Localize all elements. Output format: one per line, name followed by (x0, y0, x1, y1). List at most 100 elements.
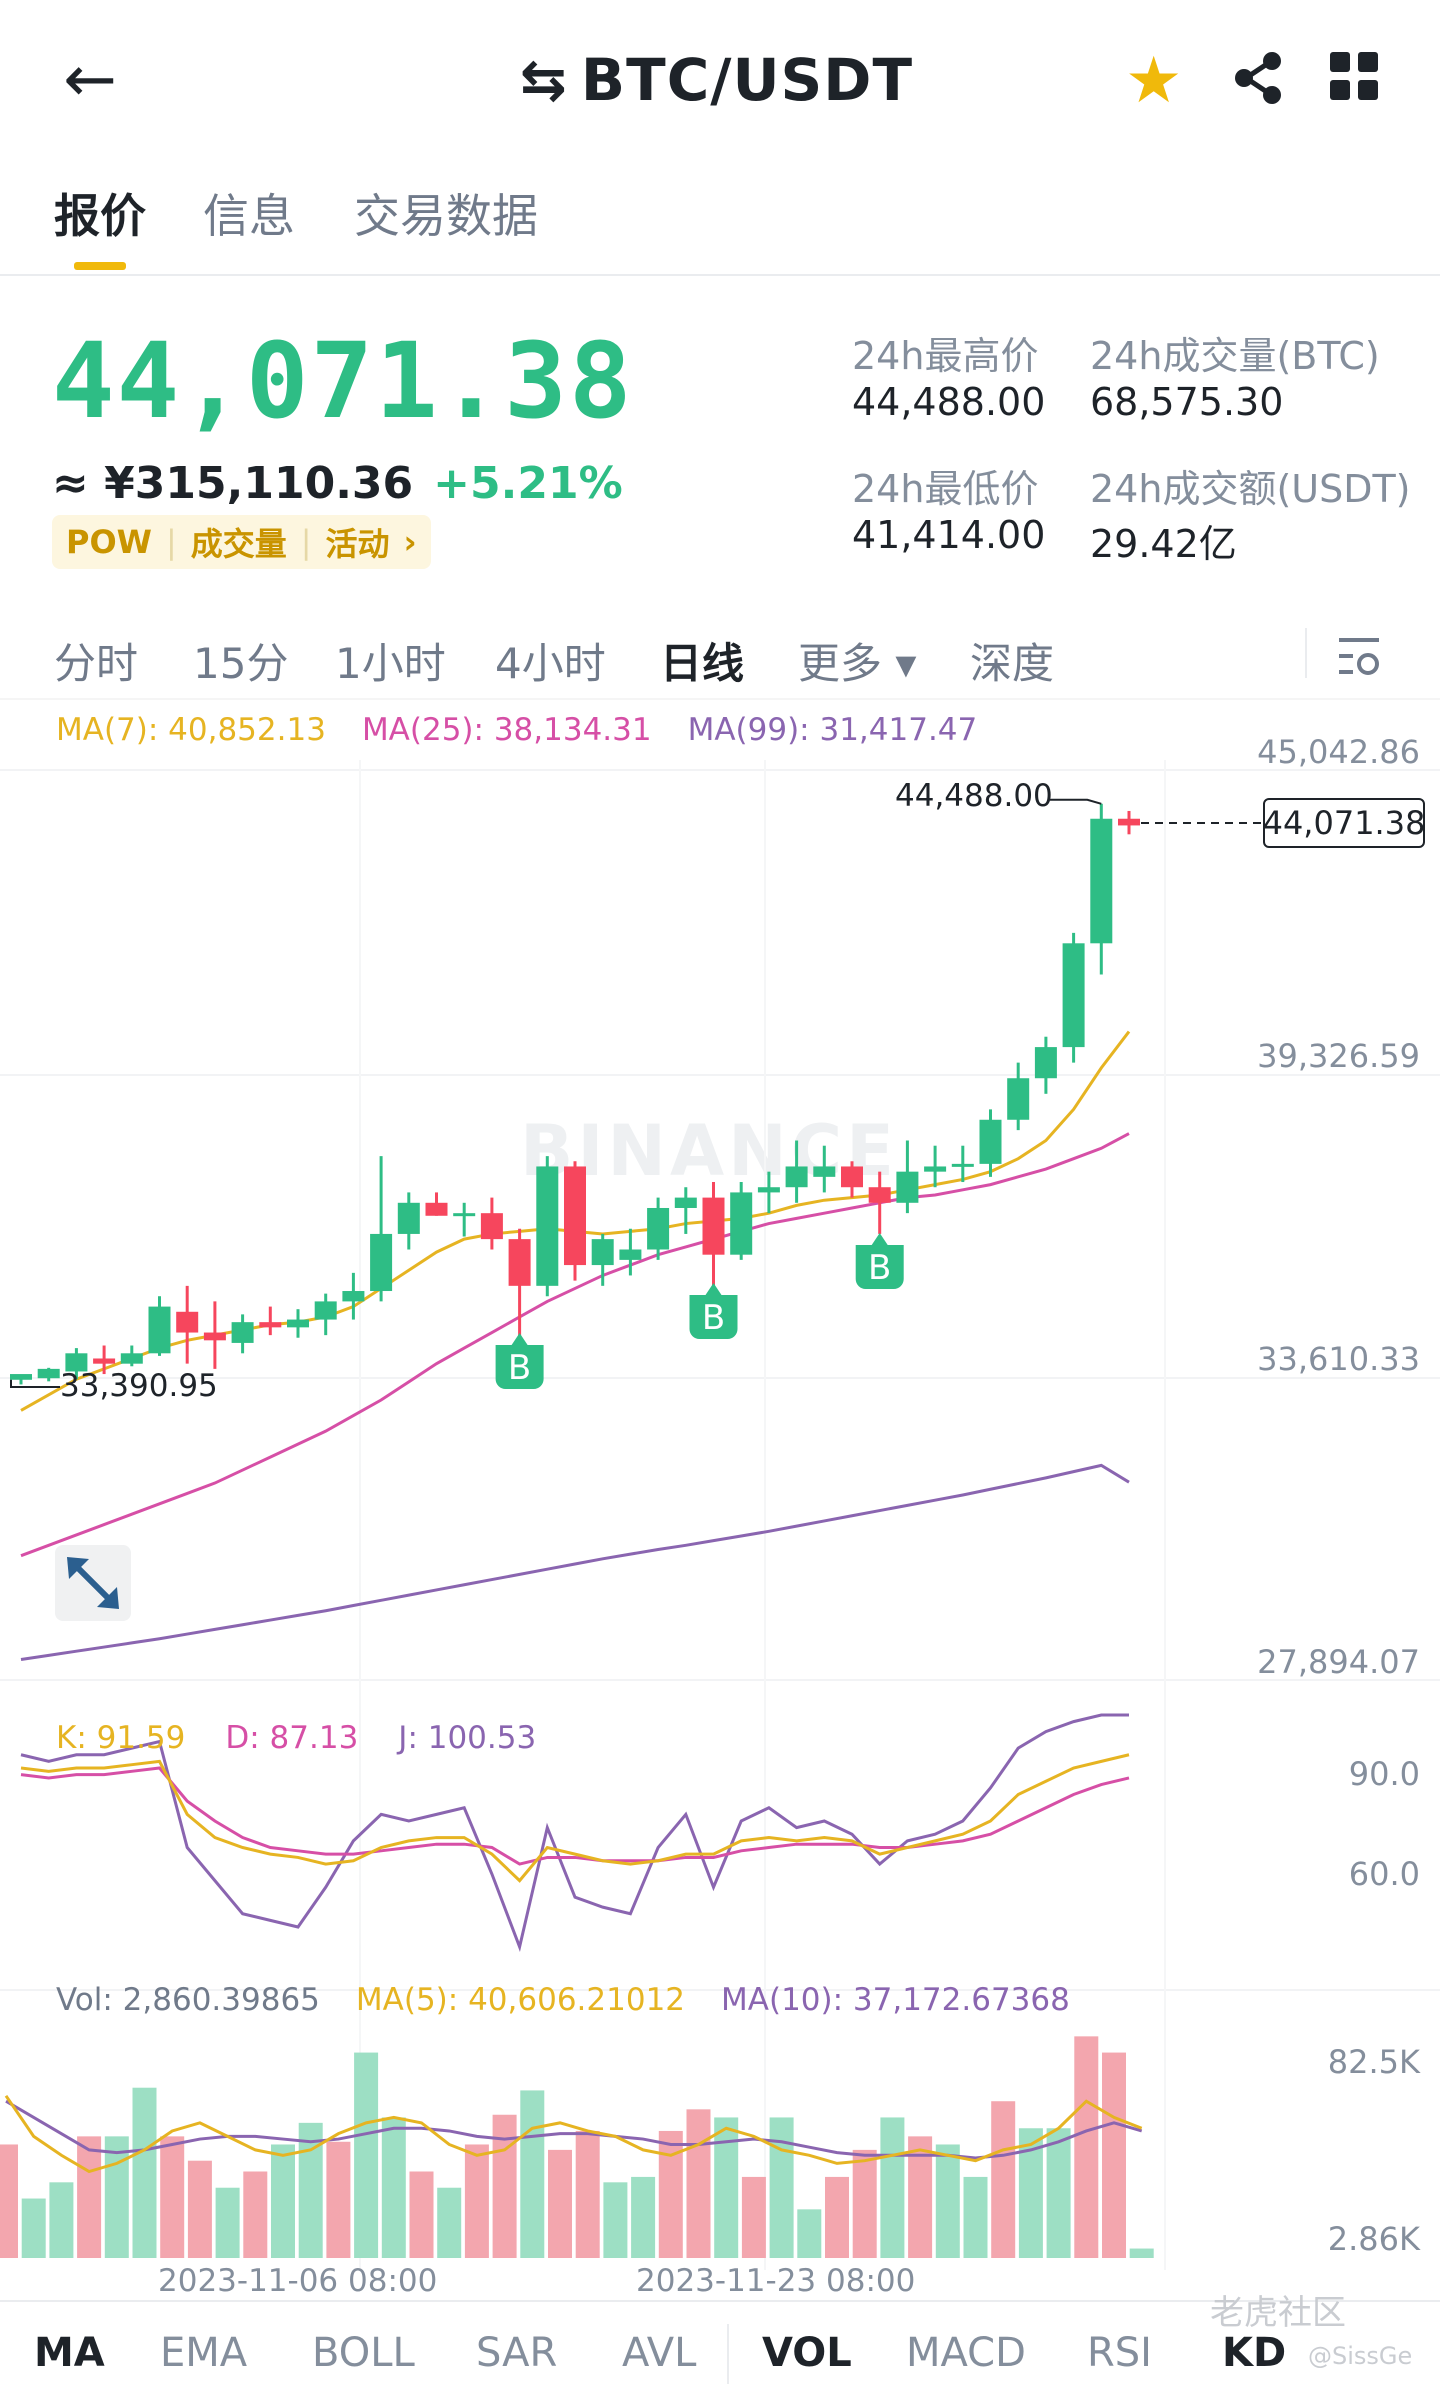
volume-usdt-label: 24h成交额(USDT) (1090, 467, 1411, 511)
indicator-macd[interactable]: MACD (906, 2330, 1026, 2376)
candle-body (1007, 1078, 1030, 1120)
pair-selector[interactable]: ⇆ BTC/USDT (520, 40, 940, 120)
date-label: 2023-11-23 08:00 (636, 2263, 916, 2299)
candlestick-chart[interactable]: B B B (0, 760, 1440, 2270)
candle-body (979, 1119, 1002, 1164)
volume-bar (1046, 2128, 1071, 2258)
candle-body (453, 1213, 476, 1217)
candle-body (564, 1166, 586, 1266)
candle-body (508, 1239, 531, 1286)
high-value: 44,488.00 (852, 380, 1046, 424)
volume-bar (686, 2109, 711, 2258)
volume-bar (1129, 2248, 1154, 2258)
tag-activity[interactable]: 活动 (325, 525, 390, 563)
community-user: @SissGe (1308, 2342, 1413, 2370)
volume-bar (963, 2176, 988, 2258)
interval-more[interactable]: 更多 ▾ (798, 639, 917, 688)
main-tabs: 报价 信息 交易数据 (0, 170, 1440, 276)
date-label: 2023-11-06 08:00 (158, 2263, 438, 2299)
interval-timeshare[interactable]: 分时 (54, 639, 139, 688)
candle-body (619, 1249, 642, 1260)
ma99-line (20, 1463, 1130, 1661)
low-marker-line (10, 1379, 60, 1388)
volume-bar (631, 2176, 656, 2258)
chart-settings-icon[interactable] (1335, 632, 1383, 680)
volume-bar (49, 2182, 74, 2258)
tab-quote[interactable]: 报价 (54, 189, 146, 243)
volume-bar (132, 2087, 157, 2258)
candle-body (10, 1374, 32, 1380)
indicator-avl[interactable]: AVL (622, 2330, 697, 2376)
star-icon: ★ (1125, 44, 1183, 118)
buy-marker-label: B (868, 1248, 891, 1288)
ma25-legend: MA(25): 38,134.31 (361, 712, 652, 748)
volume-ma5-line (4, 2094, 1143, 2174)
interval-15m[interactable]: 15分 (193, 639, 289, 688)
tag-volume[interactable]: 成交量 (190, 525, 287, 563)
price-axis-label: 33,610.33 (1257, 1340, 1420, 1378)
candle-body (1062, 943, 1085, 1048)
tab-info[interactable]: 信息 (203, 189, 295, 243)
volume-bar (187, 2160, 212, 2258)
volume-bar (852, 2149, 877, 2258)
candle-body (287, 1319, 309, 1328)
ma-legend: MA(7): 40,852.13 MA(25): 38,134.31 MA(99… (56, 712, 977, 748)
candle-body (1090, 818, 1113, 944)
j-line (20, 1713, 1129, 1953)
indicator-vol[interactable]: VOL (762, 2330, 852, 2376)
candle-body (868, 1187, 891, 1203)
back-button[interactable]: ← (50, 43, 130, 117)
vol-legend: Vol: 2,860.39865 (56, 1982, 320, 2018)
candle-body (176, 1311, 199, 1333)
indicator-sar[interactable]: SAR (476, 2330, 558, 2376)
indicator-ema[interactable]: EMA (160, 2330, 248, 2376)
interval-4h[interactable]: 4小时 (495, 639, 606, 688)
kdj-axis-label: 90.0 (1348, 1755, 1420, 1793)
indicator-kd[interactable]: KD (1222, 2330, 1287, 2376)
volume-bar (326, 2141, 351, 2258)
candle-body (65, 1353, 88, 1372)
indicator-rsi[interactable]: RSI (1087, 2330, 1152, 2376)
candle-body (702, 1197, 725, 1255)
indicator-ma[interactable]: MA (34, 2330, 105, 2376)
volume-axis-label: 82.5K (1327, 2043, 1420, 2081)
tab-trading-data[interactable]: 交易数据 (354, 189, 538, 243)
current-price-tag: 44,071.38 (1263, 798, 1425, 848)
volume-bar (520, 2090, 545, 2258)
d-line (20, 1766, 1130, 1866)
favorite-button[interactable]: ★ (1125, 44, 1182, 118)
volume-bar (21, 2198, 46, 2258)
tag-bar[interactable]: POW | 成交量 | 活动 › (52, 515, 431, 569)
high-marker-line (1050, 798, 1102, 805)
candle-body (1034, 1047, 1057, 1079)
volume-axis-label: 2.86K (1327, 2220, 1420, 2258)
candle-body (730, 1192, 753, 1255)
share-button[interactable] (1228, 48, 1288, 108)
tag-pow[interactable]: POW (66, 523, 152, 561)
expand-button[interactable] (55, 1545, 131, 1621)
volume-bar (575, 2130, 600, 2258)
grid-icon[interactable] (1330, 52, 1378, 100)
buy-marker (689, 1283, 738, 1339)
candle-body (397, 1202, 420, 1234)
top-bar: ← ⇆ BTC/USDT ★ (0, 0, 1440, 160)
candle-body (785, 1166, 808, 1188)
volume-bar (825, 2176, 849, 2258)
divider (1305, 628, 1307, 678)
volume-bar (354, 2052, 379, 2258)
candle-body (813, 1166, 836, 1177)
volume-btc-value: 68,575.30 (1090, 380, 1284, 424)
interval-depth[interactable]: 深度 (970, 639, 1055, 688)
fiat-price-line: ≈ ¥315,110.36 +5.21% (52, 458, 623, 509)
interval-1h[interactable]: 1小时 (335, 639, 446, 688)
indicator-boll[interactable]: BOLL (312, 2330, 415, 2376)
interval-1d[interactable]: 日线 (660, 639, 745, 688)
volume-bar (464, 2144, 489, 2258)
kdj-legend: K: 91.59 D: 87.13 J: 100.53 (56, 1720, 536, 1756)
volume-bar (271, 2144, 295, 2258)
volume-bar (769, 2117, 794, 2258)
candle-body (425, 1202, 448, 1216)
volume-bar (880, 2117, 905, 2258)
volume-bar (243, 2171, 268, 2258)
candle-body (1118, 818, 1140, 826)
